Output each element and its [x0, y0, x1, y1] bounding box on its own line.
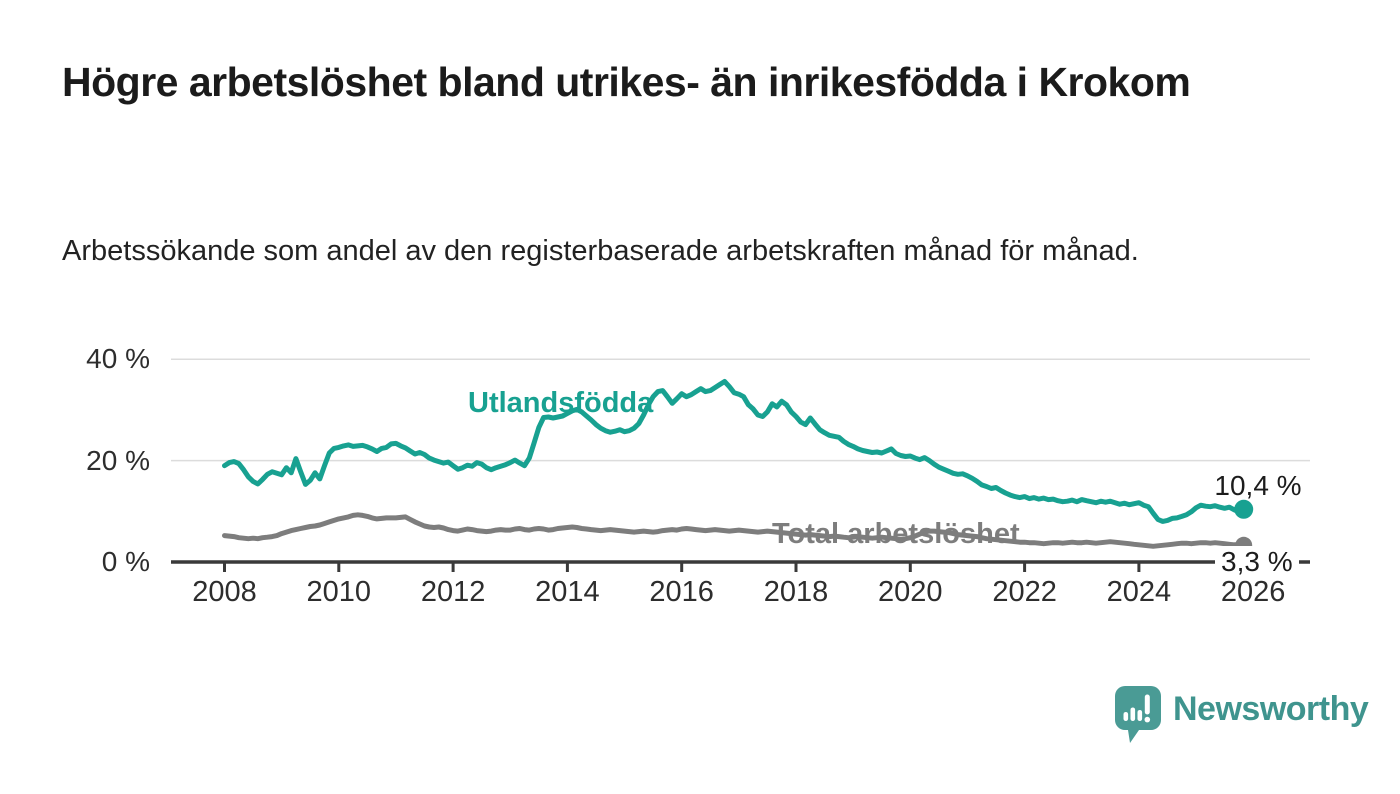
- x-axis-tick-label: 2018: [763, 576, 829, 608]
- x-axis-tick-label: 2012: [420, 576, 486, 608]
- y-axis-tick-label: 20 %: [86, 444, 150, 476]
- speech-bubble-bar-chart-icon: [1115, 686, 1161, 743]
- x-axis-tick-label: 2008: [192, 576, 257, 608]
- series-label-total-arbetsloshet: Total arbetslöshet: [772, 518, 1020, 550]
- x-axis-tick-label: 2016: [649, 576, 714, 608]
- x-axis-tick-label: 2024: [1106, 576, 1172, 608]
- newsworthy-logo: Newsworthy: [1115, 686, 1400, 748]
- y-axis-tick-label: 40 %: [86, 343, 150, 375]
- page-title: Högre arbetslöshet bland utrikes- än inr…: [62, 59, 1191, 105]
- x-axis-tick-label: 2014: [535, 576, 600, 608]
- newsworthy-wordmark: Newsworthy: [1173, 690, 1369, 728]
- x-axis-tick-label: 2020: [878, 576, 943, 608]
- x-axis-tick-label: 2026: [1220, 576, 1286, 608]
- end-dot: [1234, 499, 1254, 519]
- series-line: [222, 512, 1247, 549]
- end-value-label-total: 3,3 %: [1215, 546, 1299, 578]
- gridlines: [171, 358, 1310, 462]
- end-value-label-utlandsfodda: 10,4 %: [1214, 470, 1302, 501]
- chart-subtitle: Arbetssökande som andel av den registerb…: [62, 235, 1139, 267]
- chart-series-lines: [222, 379, 1247, 549]
- series-label-utlandsfodda: Utlandsfödda: [468, 387, 654, 419]
- series-line: [222, 379, 1247, 524]
- x-axis: [171, 560, 1310, 572]
- x-axis-tick-label: 2022: [992, 576, 1057, 608]
- y-axis-tick-label: 0 %: [101, 546, 150, 577]
- x-axis-tick-label: 2010: [306, 576, 372, 608]
